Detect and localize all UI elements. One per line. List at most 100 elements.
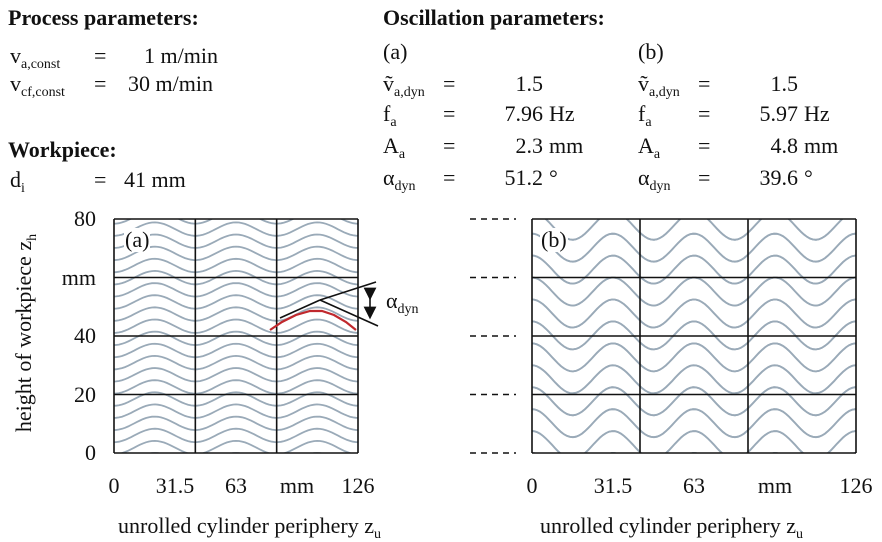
- x-tick-0-4: 126: [341, 473, 375, 498]
- trace-line-2: [118, 439, 354, 453]
- osc-a-row-3-unit: °: [549, 165, 558, 190]
- trace-line-20: [114, 221, 358, 237]
- x-tick-0-1: 31.5: [155, 473, 195, 498]
- osc-b-row-3-symbol: αdyn: [638, 165, 671, 194]
- trace-line-14: [114, 294, 358, 310]
- grids: [113, 218, 857, 454]
- osc-b-row-2-unit: mm: [804, 133, 839, 158]
- osc-col-b-label: (b): [638, 39, 664, 64]
- trace-line-24: [544, 219, 844, 241]
- param-di-symbol: di: [10, 167, 25, 196]
- trace-line-15: [532, 320, 856, 351]
- panel-b-curves: [528, 190, 858, 453]
- trace-line-6: [114, 391, 358, 407]
- x-tick-1-1: 31.5: [593, 473, 633, 498]
- osc-a-row-2-unit: mm: [549, 133, 584, 158]
- osc-a-row-1-value: 7.96: [504, 101, 544, 126]
- trace-line-7: [532, 408, 856, 439]
- osc-a-row-0-equals: =: [443, 71, 456, 96]
- process-title: Process parameters:: [8, 5, 199, 30]
- trace-line-26: [528, 190, 858, 218]
- y-axis-label: height of workpiece zh: [11, 233, 40, 433]
- trace-line-7: [114, 379, 358, 395]
- panel-b-label: (b): [540, 227, 568, 252]
- param-di-equals: =: [94, 167, 107, 192]
- osc-b-row-0-value: 1.5: [770, 71, 799, 96]
- osc-b-row-1-unit: Hz: [804, 101, 830, 126]
- trace-line-11: [114, 330, 358, 346]
- osc-b-row-0-equals: =: [698, 71, 711, 96]
- osc-b-row-2-symbol: Aa: [638, 133, 661, 162]
- osc-a-row-3-symbol: αdyn: [383, 165, 416, 194]
- x-tick-1-0: 0: [526, 473, 538, 498]
- panel-a-label: (a): [124, 227, 151, 252]
- param-va-const-symbol: va,const: [10, 43, 61, 72]
- trace-line-11: [532, 364, 856, 395]
- angle-line-2: [319, 281, 377, 301]
- trace-line-5: [114, 403, 358, 419]
- param-va-const-equals: =: [94, 43, 107, 68]
- osc-b-row-2-equals: =: [698, 133, 711, 158]
- osc-a-row-2-value: 2.3: [515, 133, 544, 158]
- trace-line-1: [147, 452, 325, 453]
- x-axis-label-b: unrolled cylinder periphery zu: [540, 513, 803, 542]
- osc-b-row-2-value: 4.8: [770, 133, 799, 158]
- angle-line-3: [319, 299, 379, 327]
- x-tick-0-3: mm: [279, 473, 315, 498]
- alpha-dyn-label: αdyn: [386, 288, 419, 317]
- trace-line-3: [114, 427, 358, 444]
- trace-line-13: [532, 342, 856, 373]
- trace-line-8: [114, 367, 358, 383]
- trace-line-10: [114, 342, 358, 359]
- param-vcf-const-value: 30 m/min: [128, 71, 213, 96]
- oscillation-title: Oscillation parameters:: [383, 5, 605, 30]
- osc-b-row-3-equals: =: [698, 165, 711, 190]
- trace-line-12: [114, 318, 358, 334]
- osc-a-row-2-equals: =: [443, 133, 456, 158]
- osc-a-row-3-value: 51.2: [504, 165, 544, 190]
- osc-a-row-2-symbol: Aa: [383, 133, 406, 162]
- x-axis-label-a: unrolled cylinder periphery zu: [118, 513, 381, 542]
- param-va-const-value: 1 m/min: [144, 43, 218, 68]
- x-tick-1-4: 126: [839, 473, 873, 498]
- angle-line-1: [279, 299, 321, 319]
- trace-line-9: [114, 354, 358, 371]
- x-tick-0-0: 0: [108, 473, 120, 498]
- osc-b-row-1-value: 5.97: [759, 101, 799, 126]
- x-tick-0-2: 63: [225, 473, 247, 498]
- osc-a-row-1-symbol: fa: [383, 101, 397, 130]
- osc-b-row-3-unit: °: [804, 165, 813, 190]
- osc-a-row-3-equals: =: [443, 165, 456, 190]
- trace-line-27: [528, 190, 858, 218]
- osc-col-a-label: (a): [383, 39, 408, 64]
- trace-line-18: [114, 245, 358, 262]
- x-tick-1-2: 63: [683, 473, 705, 498]
- param-di-value: 41 mm: [124, 167, 186, 192]
- osc-b-row-0-symbol: ṽa,dyn: [638, 71, 680, 100]
- trace-line-19: [114, 233, 358, 249]
- trace-line-13: [114, 306, 358, 322]
- y-tick-2: 40: [74, 323, 96, 348]
- dashed-connectors: [470, 218, 516, 454]
- highlight-trace: [269, 309, 357, 331]
- trace-line-23: [532, 232, 856, 263]
- osc-a-row-0-symbol: ṽa,dyn: [383, 71, 425, 100]
- param-vcf-const-symbol: vcf,const: [10, 71, 65, 100]
- osc-b-row-3-value: 39.6: [759, 165, 799, 190]
- param-vcf-const-equals: =: [94, 71, 107, 96]
- trace-line-15: [114, 282, 358, 298]
- trace-line-22: [110, 198, 362, 211]
- y-tick-3: mm: [61, 265, 96, 290]
- y-tick-1: 20: [74, 382, 96, 407]
- osc-a-row-1-unit: Hz: [549, 101, 575, 126]
- trace-line-17: [532, 298, 856, 329]
- trace-line-16: [114, 269, 358, 286]
- trace-line-17: [114, 257, 358, 274]
- x-tick-1-3: mm: [757, 473, 793, 498]
- panel-a-curves: [110, 198, 362, 453]
- workpiece-title: Workpiece:: [8, 137, 117, 162]
- trace-line-4: [114, 415, 358, 431]
- y-tick-0: 0: [85, 440, 96, 465]
- osc-b-row-1-symbol: fa: [638, 101, 652, 130]
